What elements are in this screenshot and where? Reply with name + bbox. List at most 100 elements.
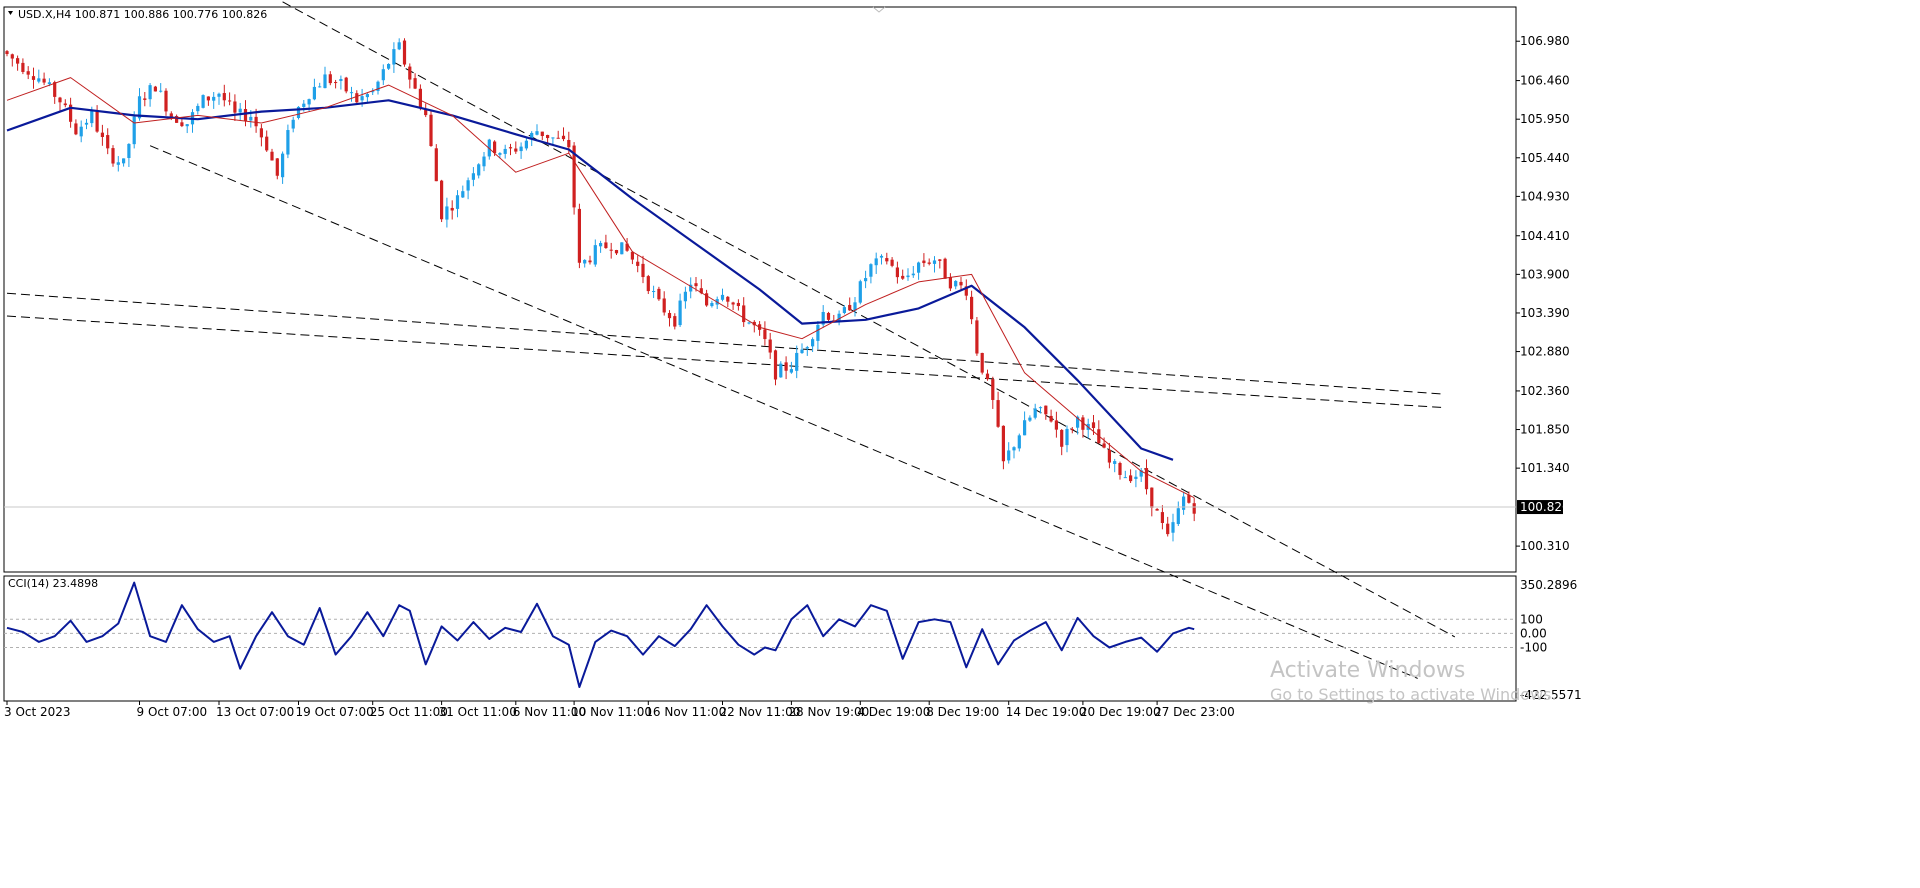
candle-body — [938, 259, 942, 261]
trendline-4 — [6, 315, 1445, 409]
candle-body — [1150, 487, 1154, 508]
candle-body — [1118, 463, 1122, 475]
candle-body — [588, 260, 592, 263]
candle-body — [922, 260, 926, 264]
candle-body — [312, 86, 316, 100]
time-tick-label: 13 Oct 07:00 — [216, 705, 294, 719]
moving-averages-layer — [6, 77, 1195, 499]
candle-body — [1081, 417, 1085, 430]
candle-body — [1134, 476, 1138, 479]
candle-body — [95, 111, 99, 132]
candle-body — [217, 93, 221, 97]
candle-body — [222, 93, 226, 101]
candle-body — [848, 304, 852, 311]
candle-body — [127, 143, 131, 158]
candle-body — [784, 362, 788, 371]
candle-body — [726, 296, 730, 302]
candle-body — [132, 116, 136, 145]
candle-body — [991, 379, 995, 400]
price-tick-label: 106.980 — [1520, 34, 1570, 48]
candle-body — [742, 305, 746, 323]
candle-body — [890, 259, 894, 266]
candle-body — [16, 58, 20, 64]
candle-body — [959, 281, 963, 286]
candle-body — [259, 128, 263, 138]
candle-body — [1007, 450, 1011, 461]
price-axis[interactable]: 106.980 106.460 105.950 105.440 104.930 104.4… — [1516, 34, 1570, 553]
candle-body — [874, 258, 878, 266]
candle-body — [1028, 417, 1032, 421]
candle-body — [667, 312, 672, 319]
candle-body — [1139, 470, 1143, 477]
cci-tick-label: -422.5571 — [1520, 688, 1582, 702]
candle-body — [334, 82, 338, 84]
time-axis[interactable]: 3 Oct 2023 9 Oct 07:00 13 Oct 07:00 19 Oct … — [4, 701, 1235, 719]
candle-body — [122, 158, 126, 164]
time-tick-label: 8 Dec 19:00 — [926, 705, 999, 719]
candle-body — [609, 249, 613, 251]
candle-body — [821, 311, 825, 325]
candle-body — [546, 134, 550, 139]
candle-body — [773, 350, 778, 380]
candle-body — [69, 104, 73, 122]
candle-body — [1065, 428, 1069, 446]
candle-body — [577, 208, 581, 263]
candle-body — [630, 251, 634, 260]
candle-body — [943, 258, 947, 279]
candle-body — [169, 113, 173, 118]
candle-body — [795, 352, 799, 371]
candle-body — [376, 81, 380, 91]
candle-body — [84, 122, 89, 125]
candle-body — [879, 255, 884, 258]
candle-body — [31, 76, 36, 80]
candle-body — [10, 54, 14, 59]
candle-body — [604, 242, 608, 249]
candle-body — [228, 100, 232, 102]
candle-body — [524, 140, 528, 149]
price-tick-label: 100.310 — [1520, 539, 1570, 553]
candle-body — [614, 250, 619, 254]
candle-body — [90, 110, 94, 124]
panel-collapse-icon[interactable] — [872, 6, 886, 13]
candle-body — [1054, 420, 1058, 430]
candle-body — [148, 85, 152, 100]
candle-body — [710, 302, 714, 307]
price-tick-label: 101.850 — [1520, 423, 1570, 437]
candle-body — [74, 123, 78, 135]
candle-body — [1091, 422, 1096, 429]
candle-body — [159, 90, 163, 92]
candle-body — [646, 276, 650, 292]
candle-body — [344, 77, 348, 92]
candle-body — [5, 51, 9, 55]
legend-collapse-icon[interactable] — [8, 11, 13, 15]
candle-body — [747, 322, 751, 324]
candle-body — [349, 92, 354, 94]
candle-body — [493, 141, 497, 154]
candle-body — [291, 119, 295, 129]
candle-body — [397, 42, 401, 50]
candle-body — [853, 302, 857, 311]
candle-body — [551, 137, 555, 139]
candle-body — [901, 275, 905, 279]
candle-body — [418, 88, 422, 108]
candle-body — [63, 103, 67, 106]
candle-body — [365, 94, 369, 98]
time-tick-label: 25 Oct 11:00 — [370, 705, 448, 719]
candle-body — [1123, 477, 1127, 479]
candle-body — [1102, 443, 1106, 448]
candle-body — [864, 278, 868, 282]
candle-body — [641, 263, 645, 278]
candle-body — [265, 136, 269, 151]
cci-legend: CCI(14) 23.4898 — [8, 577, 98, 590]
candle-body — [583, 259, 587, 264]
candle-body — [964, 286, 968, 296]
candle-body — [1049, 415, 1053, 422]
price-tick-label: 105.950 — [1520, 112, 1570, 126]
candle-body — [106, 135, 110, 149]
candle-body — [683, 291, 687, 302]
price-tick-label: 102.360 — [1520, 384, 1570, 398]
candle-body — [201, 95, 205, 108]
